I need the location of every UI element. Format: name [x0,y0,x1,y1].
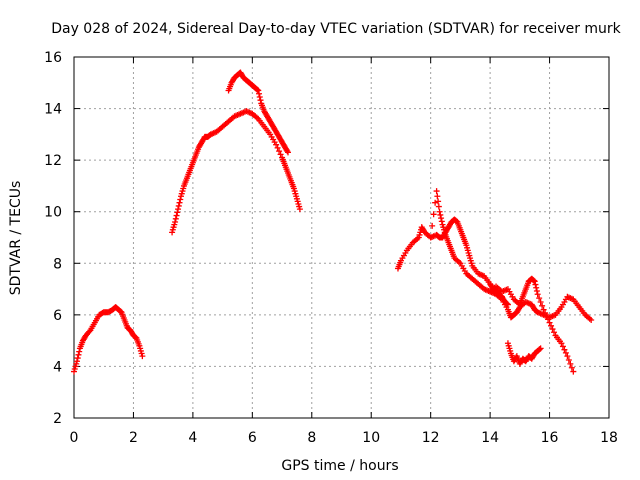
data-point [139,353,146,360]
data-point [434,193,441,200]
data-point [539,302,546,309]
data-point [551,329,558,336]
data-point [438,215,445,222]
series-layer [71,69,595,375]
data-point [429,222,436,229]
x-tick-label: 4 [188,430,197,446]
x-axis-label: GPS time / hours [281,458,398,474]
data-point [436,208,443,215]
data-point [172,215,179,222]
data-point [284,148,291,155]
data-point [176,199,183,206]
data-point [588,317,595,324]
x-tick-label: 14 [481,430,499,446]
data-point [296,206,303,213]
data-point [175,202,182,209]
data-point [532,281,539,288]
series-arc-2 [169,108,303,236]
data-point [255,87,262,94]
x-tick-label: 10 [362,430,380,446]
series-arc-7 [504,340,544,367]
data-point [533,284,540,291]
data-point [534,291,541,298]
data-point [540,306,547,313]
data-point [256,93,263,100]
data-point [427,234,434,241]
data-point [537,345,544,352]
data-point [274,144,281,151]
data-point [565,356,572,363]
data-point [564,353,571,360]
series-arc-1 [71,304,146,375]
data-point [533,288,540,295]
y-tick-label: 8 [53,256,62,272]
data-point [432,199,439,206]
x-tick-label: 18 [600,430,618,446]
data-point [256,90,263,97]
data-point [562,349,569,356]
data-point [536,295,543,302]
data-point [172,219,179,226]
data-point [74,355,81,362]
y-tick-label: 2 [53,411,62,427]
data-point [285,149,291,156]
data-point [273,141,280,148]
data-point [177,196,184,203]
x-tick-label: 0 [70,430,79,446]
y-tick-label: 12 [44,153,62,169]
data-point [568,364,575,371]
data-point [543,313,550,320]
x-tick-label: 2 [129,430,138,446]
data-point [545,316,552,323]
data-point [546,319,553,326]
data-point [435,203,442,210]
data-point [437,211,444,218]
y-axis-label: SDTVAR / TECUs [8,181,24,296]
data-point [86,328,93,335]
data-point [561,346,568,353]
x-tick-label: 6 [248,430,257,446]
data-point [257,97,264,104]
plot-frame [73,56,610,419]
data-point [276,148,283,155]
data-point [174,209,181,216]
y-tick-label: 16 [44,50,62,66]
x-tick-label: 8 [307,430,316,446]
data-point [277,151,284,158]
x-tick-label: 12 [422,430,440,446]
data-point [175,206,182,213]
series-arc-3 [225,69,291,156]
data-point [173,212,180,219]
series-arc-6 [487,275,577,375]
chart-title: Day 028 of 2024, Sidereal Day-to-day VTE… [51,21,621,37]
data-point [542,309,549,316]
y-tick-label: 10 [44,205,62,221]
data-point [537,298,544,305]
series-arc-5 [427,188,595,324]
data-point [430,211,437,218]
y-tick-label: 6 [53,308,62,324]
data-point [570,368,577,375]
y-tick-label: 4 [53,359,62,375]
data-point [531,278,538,285]
x-tick-label: 16 [541,430,559,446]
data-point [76,348,83,355]
y-tick-label: 14 [44,102,62,118]
data-point [73,358,80,365]
series-arc-4 [394,216,511,308]
data-point [567,360,574,367]
data-point [435,198,442,205]
data-point [548,322,555,329]
data-point [559,343,566,350]
data-point [75,351,82,358]
data-point [558,340,565,347]
data-point [433,188,440,195]
data-point [438,218,445,225]
data-point [549,326,556,333]
